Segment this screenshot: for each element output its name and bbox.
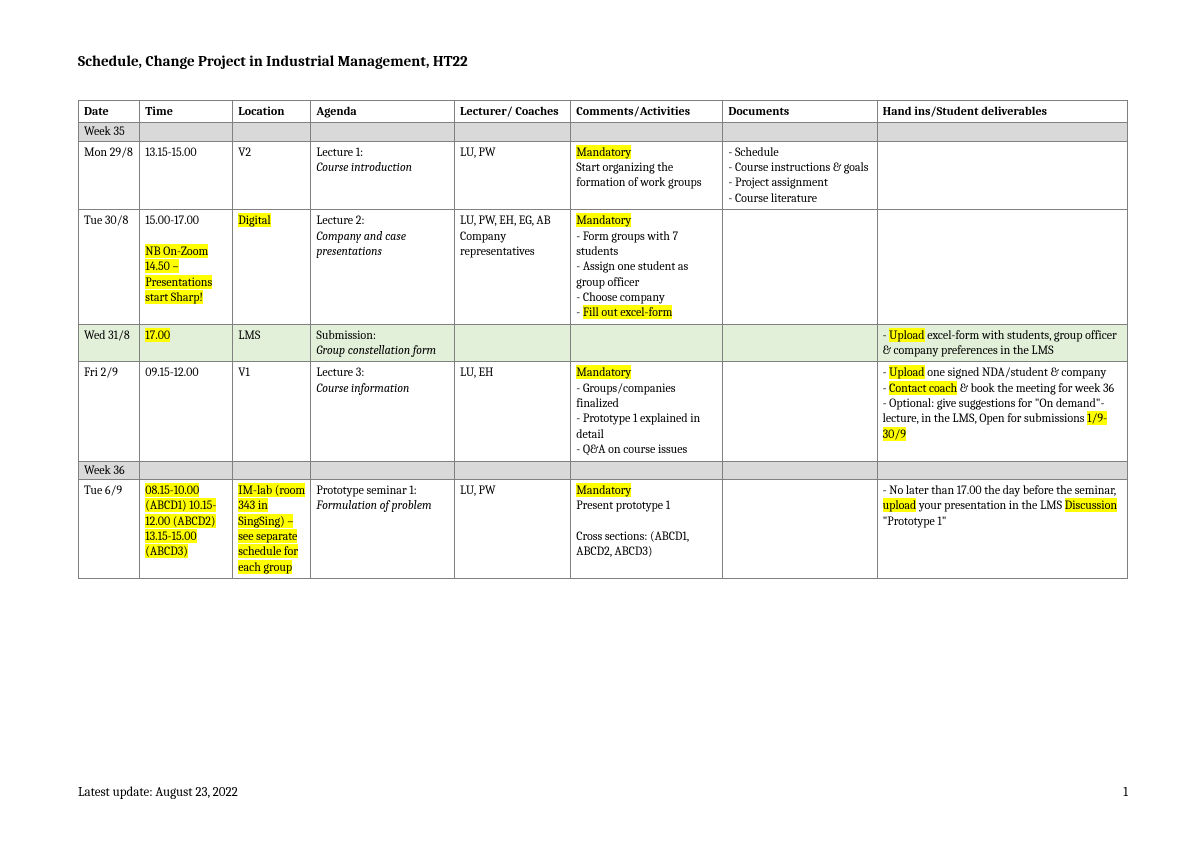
mandatory-label: Mandatory bbox=[576, 365, 631, 379]
agenda-heading: Submission: bbox=[316, 328, 376, 342]
mandatory-label: Mandatory bbox=[576, 213, 631, 227]
mandatory-label: Mandatory bbox=[576, 145, 631, 159]
cell-lecturer: LU, PW, EH, EG, AB Company representativ… bbox=[455, 210, 571, 325]
cell-documents bbox=[723, 362, 877, 461]
col-agenda: Agenda bbox=[311, 101, 455, 123]
week-label: Week 35 bbox=[79, 123, 140, 141]
cell-comments: Mandatory Present prototype 1 Cross sect… bbox=[571, 479, 723, 578]
schedule-table: Date Time Location Agenda Lecturer/ Coac… bbox=[78, 100, 1128, 579]
agenda-heading: Lecture 1: bbox=[316, 145, 363, 159]
cell-time: 13.15-15.00 bbox=[140, 141, 233, 209]
col-handins: Hand ins/Student deliverables bbox=[877, 101, 1127, 123]
cell-handins: - Upload excel-form with students, group… bbox=[877, 324, 1127, 362]
cell-comments: Mandatory - Groups/companies finalized -… bbox=[571, 362, 723, 461]
cell-agenda: Lecture 3: Course information bbox=[311, 362, 455, 461]
handins-text: - No later than 17.00 the day before the… bbox=[883, 483, 1116, 497]
cell-handins bbox=[877, 141, 1127, 209]
cell-date: Tue 30/8 bbox=[79, 210, 140, 325]
agenda-sub: Course introduction bbox=[316, 160, 412, 174]
cell-documents bbox=[723, 210, 877, 325]
col-comments: Comments/Activities bbox=[571, 101, 723, 123]
agenda-sub: Formulation of problem bbox=[316, 498, 431, 512]
time-highlight: 17.00 bbox=[145, 328, 170, 342]
agenda-sub: Company and case presentations bbox=[316, 229, 406, 258]
agenda-heading: Lecture 2: bbox=[316, 213, 364, 227]
footer-page-number: 1 bbox=[1123, 785, 1128, 800]
cell-documents bbox=[723, 479, 877, 578]
col-lecturer: Lecturer/ Coaches bbox=[455, 101, 571, 123]
cell-location: V2 bbox=[233, 141, 311, 209]
col-documents: Documents bbox=[723, 101, 877, 123]
cell-time: 08.15-10.00 (ABCD1) 10.15-12.00 (ABCD2) … bbox=[140, 479, 233, 578]
cell-comments: Mandatory Start organizing the formation… bbox=[571, 141, 723, 209]
handins-text: your presentation in the LMS bbox=[916, 498, 1064, 512]
cell-location: LMS bbox=[233, 324, 311, 362]
cell-location: Digital bbox=[233, 210, 311, 325]
handins-highlight: Discussion bbox=[1065, 498, 1117, 512]
cell-date: Fri 2/9 bbox=[79, 362, 140, 461]
location-highlight: Digital bbox=[238, 213, 270, 227]
cell-agenda: Prototype seminar 1: Formulation of prob… bbox=[311, 479, 455, 578]
handins-highlight: Contact coach bbox=[889, 381, 957, 395]
cell-documents bbox=[723, 324, 877, 362]
cell-agenda: Submission: Group constellation form bbox=[311, 324, 455, 362]
comments-text: Present prototype 1 Cross sections: (ABC… bbox=[576, 498, 689, 558]
table-row: Tue 30/8 15.00-17.00 NB On-Zoom 14.50 – … bbox=[79, 210, 1128, 325]
cell-lecturer: LU, PW bbox=[455, 479, 571, 578]
cell-location: V1 bbox=[233, 362, 311, 461]
cell-comments: Mandatory - Form groups with 7 students … bbox=[571, 210, 723, 325]
time-text: 15.00-17.00 bbox=[145, 213, 199, 227]
table-row: Tue 6/9 08.15-10.00 (ABCD1) 10.15-12.00 … bbox=[79, 479, 1128, 578]
table-header-row: Date Time Location Agenda Lecturer/ Coac… bbox=[79, 101, 1128, 123]
table-row-submission: Wed 31/8 17.00 LMS Submission: Group con… bbox=[79, 324, 1128, 362]
handins-highlight: upload bbox=[883, 498, 917, 512]
cell-agenda: Lecture 1: Course introduction bbox=[311, 141, 455, 209]
week-row-35: Week 35 bbox=[79, 123, 1128, 141]
location-highlight: IM-lab (room 343 in SingSing) bbox=[238, 483, 305, 528]
agenda-heading: Prototype seminar 1: bbox=[316, 483, 416, 497]
handins-text: "Prototype 1" bbox=[883, 514, 947, 528]
handins-highlight: Upload bbox=[889, 328, 924, 342]
agenda-sub: Course information bbox=[316, 381, 409, 395]
col-location: Location bbox=[233, 101, 311, 123]
mandatory-label: Mandatory bbox=[576, 483, 631, 497]
cell-date: Tue 6/9 bbox=[79, 479, 140, 578]
week-label: Week 36 bbox=[79, 461, 140, 479]
comments-highlight: Fill out excel-form bbox=[583, 305, 673, 319]
col-time: Time bbox=[140, 101, 233, 123]
page-footer: Latest update: August 23, 2022 1 bbox=[78, 785, 1128, 800]
cell-handins: - No later than 17.00 the day before the… bbox=[877, 479, 1127, 578]
cell-handins: - Upload one signed NDA/student & compan… bbox=[877, 362, 1127, 461]
table-row: Fri 2/9 09.15-12.00 V1 Lecture 3: Course… bbox=[79, 362, 1128, 461]
cell-date: Mon 29/8 bbox=[79, 141, 140, 209]
cell-handins bbox=[877, 210, 1127, 325]
week-row-36: Week 36 bbox=[79, 461, 1128, 479]
cell-agenda: Lecture 2: Company and case presentation… bbox=[311, 210, 455, 325]
cell-lecturer: LU, PW bbox=[455, 141, 571, 209]
page-title: Schedule, Change Project in Industrial M… bbox=[78, 52, 1128, 70]
table-row: Mon 29/8 13.15-15.00 V2 Lecture 1: Cours… bbox=[79, 141, 1128, 209]
cell-documents: - Schedule - Course instructions & goals… bbox=[723, 141, 877, 209]
cell-date: Wed 31/8 bbox=[79, 324, 140, 362]
cell-lecturer bbox=[455, 324, 571, 362]
cell-lecturer: LU, EH bbox=[455, 362, 571, 461]
agenda-heading: Lecture 3: bbox=[316, 365, 364, 379]
cell-comments bbox=[571, 324, 723, 362]
col-date: Date bbox=[79, 101, 140, 123]
agenda-sub: Group constellation form bbox=[316, 343, 436, 357]
cell-time: 15.00-17.00 NB On-Zoom 14.50 – Presentat… bbox=[140, 210, 233, 325]
handins-highlight: Upload bbox=[889, 365, 924, 379]
time-highlight: NB On-Zoom 14.50 – Presentations start S… bbox=[145, 244, 212, 304]
cell-location: IM-lab (room 343 in SingSing) – see sepa… bbox=[233, 479, 311, 578]
comments-text: - Groups/companies finalized - Prototype… bbox=[576, 381, 700, 456]
cell-time: 17.00 bbox=[140, 324, 233, 362]
comments-text: Start organizing the formation of work g… bbox=[576, 160, 701, 189]
time-highlight: 08.15-10.00 (ABCD1) 10.15-12.00 (ABCD2) … bbox=[145, 483, 216, 558]
footer-update: Latest update: August 23, 2022 bbox=[78, 785, 238, 800]
cell-time: 09.15-12.00 bbox=[140, 362, 233, 461]
